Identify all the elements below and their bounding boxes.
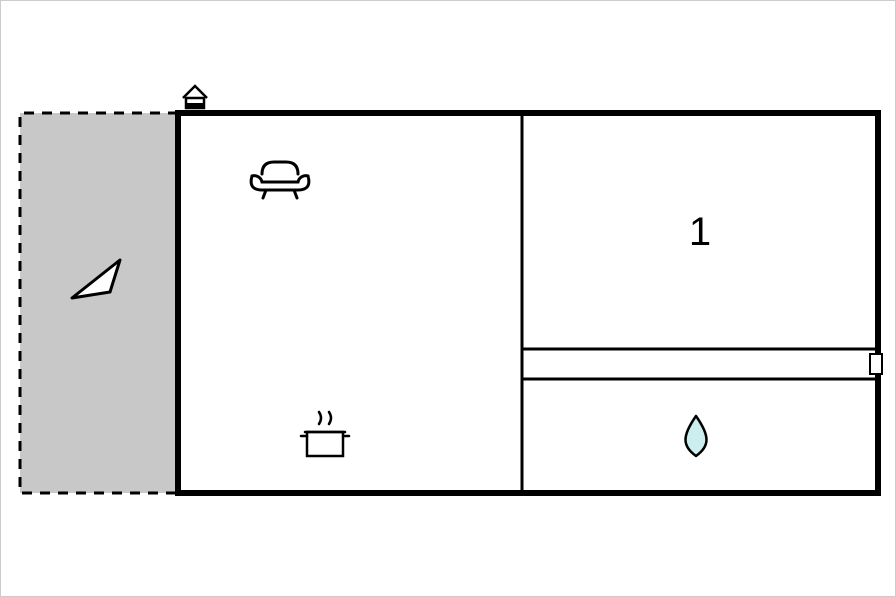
water-drop-icon [686, 416, 707, 456]
sofa-icon [251, 162, 309, 198]
entrance-icon [183, 86, 207, 108]
room-label-1: 1 [689, 210, 711, 254]
cooking-icon [301, 412, 349, 456]
terrace-area [20, 113, 178, 493]
building-outline [178, 113, 878, 493]
door-opening [870, 354, 882, 374]
floorplan-canvas: 1 [0, 0, 896, 597]
